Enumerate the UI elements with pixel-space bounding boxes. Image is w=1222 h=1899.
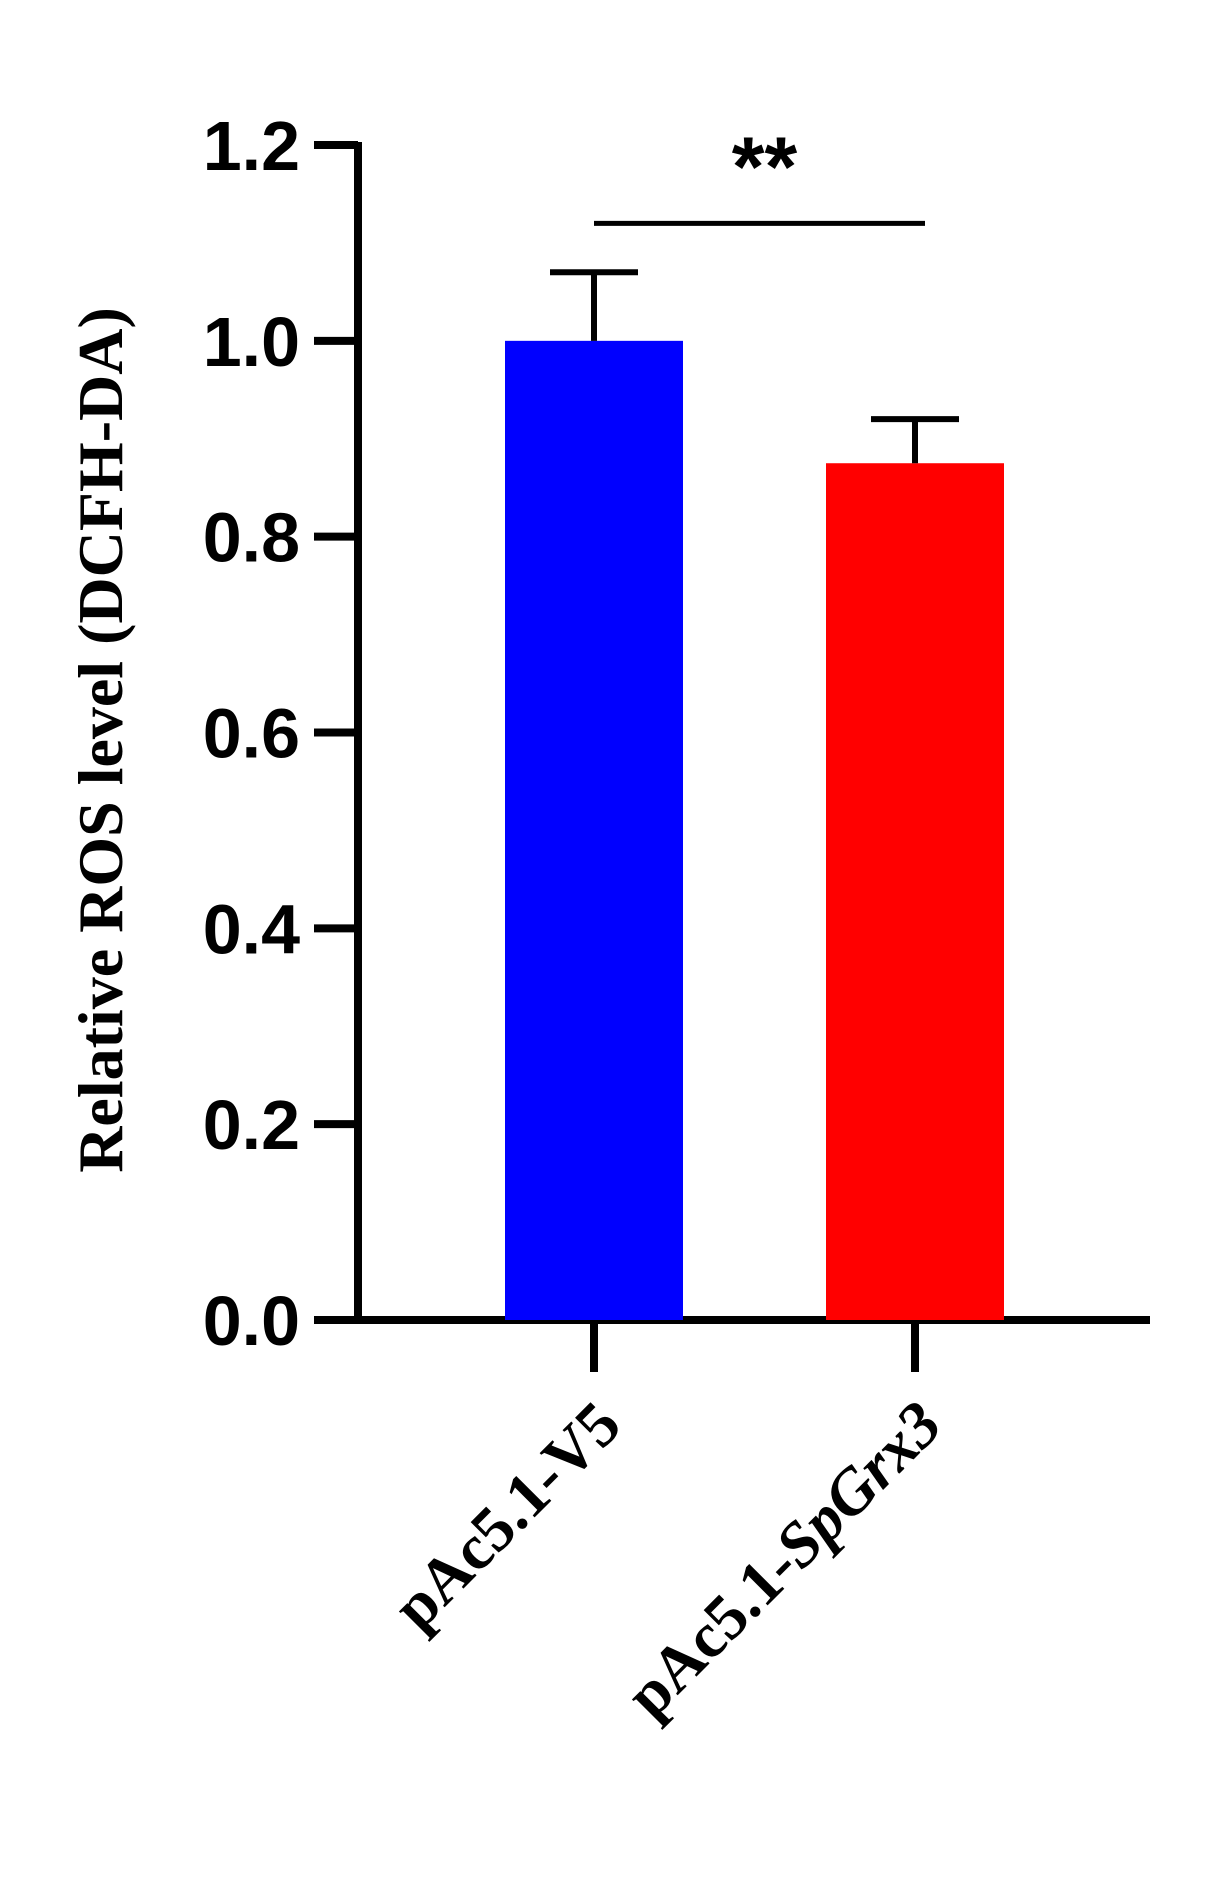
bar [505, 340, 683, 1320]
bar [826, 463, 1004, 1321]
error-bars [550, 269, 959, 464]
y-tick-label: 0.8 [203, 499, 300, 577]
axes [314, 142, 1150, 1372]
x-category-suffix: SpGrx3 [761, 1388, 955, 1582]
bars [505, 340, 1004, 1321]
y-tick-label: 1.0 [203, 303, 300, 381]
y-axis-label-group: Relative ROS level (DCFH-DA) [65, 307, 136, 1173]
y-tick-label: 0.2 [203, 1086, 300, 1164]
x-category-label: pAc5.1-SpGrx3 [612, 1388, 955, 1731]
x-category-prefix: pAc5.1- [379, 1443, 579, 1643]
y-axis-label: Relative ROS level (DCFH-DA) [65, 307, 136, 1173]
y-tick-label: 0.6 [203, 695, 300, 773]
significance-annotation: ** [594, 119, 925, 226]
y-tick-label: 0.0 [203, 1282, 300, 1360]
y-tick-label: 0.4 [203, 890, 300, 968]
x-category-label: pAc5.1-V5 [379, 1388, 634, 1643]
significance-label: ** [732, 119, 798, 213]
x-category-prefix: pAc5.1- [612, 1531, 812, 1731]
y-ticks: 0.0 0.2 0.4 0.6 0.8 1.0 1.2 [203, 107, 358, 1360]
y-tick-label: 1.2 [203, 107, 300, 185]
